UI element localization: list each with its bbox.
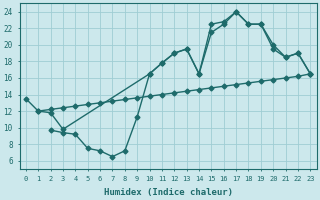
X-axis label: Humidex (Indice chaleur): Humidex (Indice chaleur) xyxy=(104,188,233,197)
